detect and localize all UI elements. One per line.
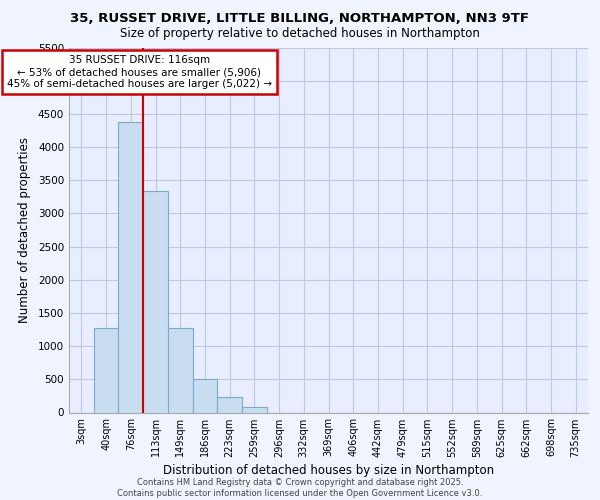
Text: 35, RUSSET DRIVE, LITTLE BILLING, NORTHAMPTON, NN3 9TF: 35, RUSSET DRIVE, LITTLE BILLING, NORTHA… [71, 12, 530, 26]
Text: 35 RUSSET DRIVE: 116sqm
← 53% of detached houses are smaller (5,906)
45% of semi: 35 RUSSET DRIVE: 116sqm ← 53% of detache… [7, 56, 272, 88]
X-axis label: Distribution of detached houses by size in Northampton: Distribution of detached houses by size … [163, 464, 494, 477]
Bar [193, 380, 217, 412]
Bar [143, 191, 168, 412]
Bar [118, 122, 143, 412]
Text: Contains HM Land Registry data © Crown copyright and database right 2025.
Contai: Contains HM Land Registry data © Crown c… [118, 478, 482, 498]
Bar [94, 328, 118, 412]
Y-axis label: Number of detached properties: Number of detached properties [18, 137, 31, 323]
Bar [217, 397, 242, 412]
Bar [242, 407, 267, 412]
Text: Size of property relative to detached houses in Northampton: Size of property relative to detached ho… [120, 28, 480, 40]
Bar [168, 328, 193, 412]
